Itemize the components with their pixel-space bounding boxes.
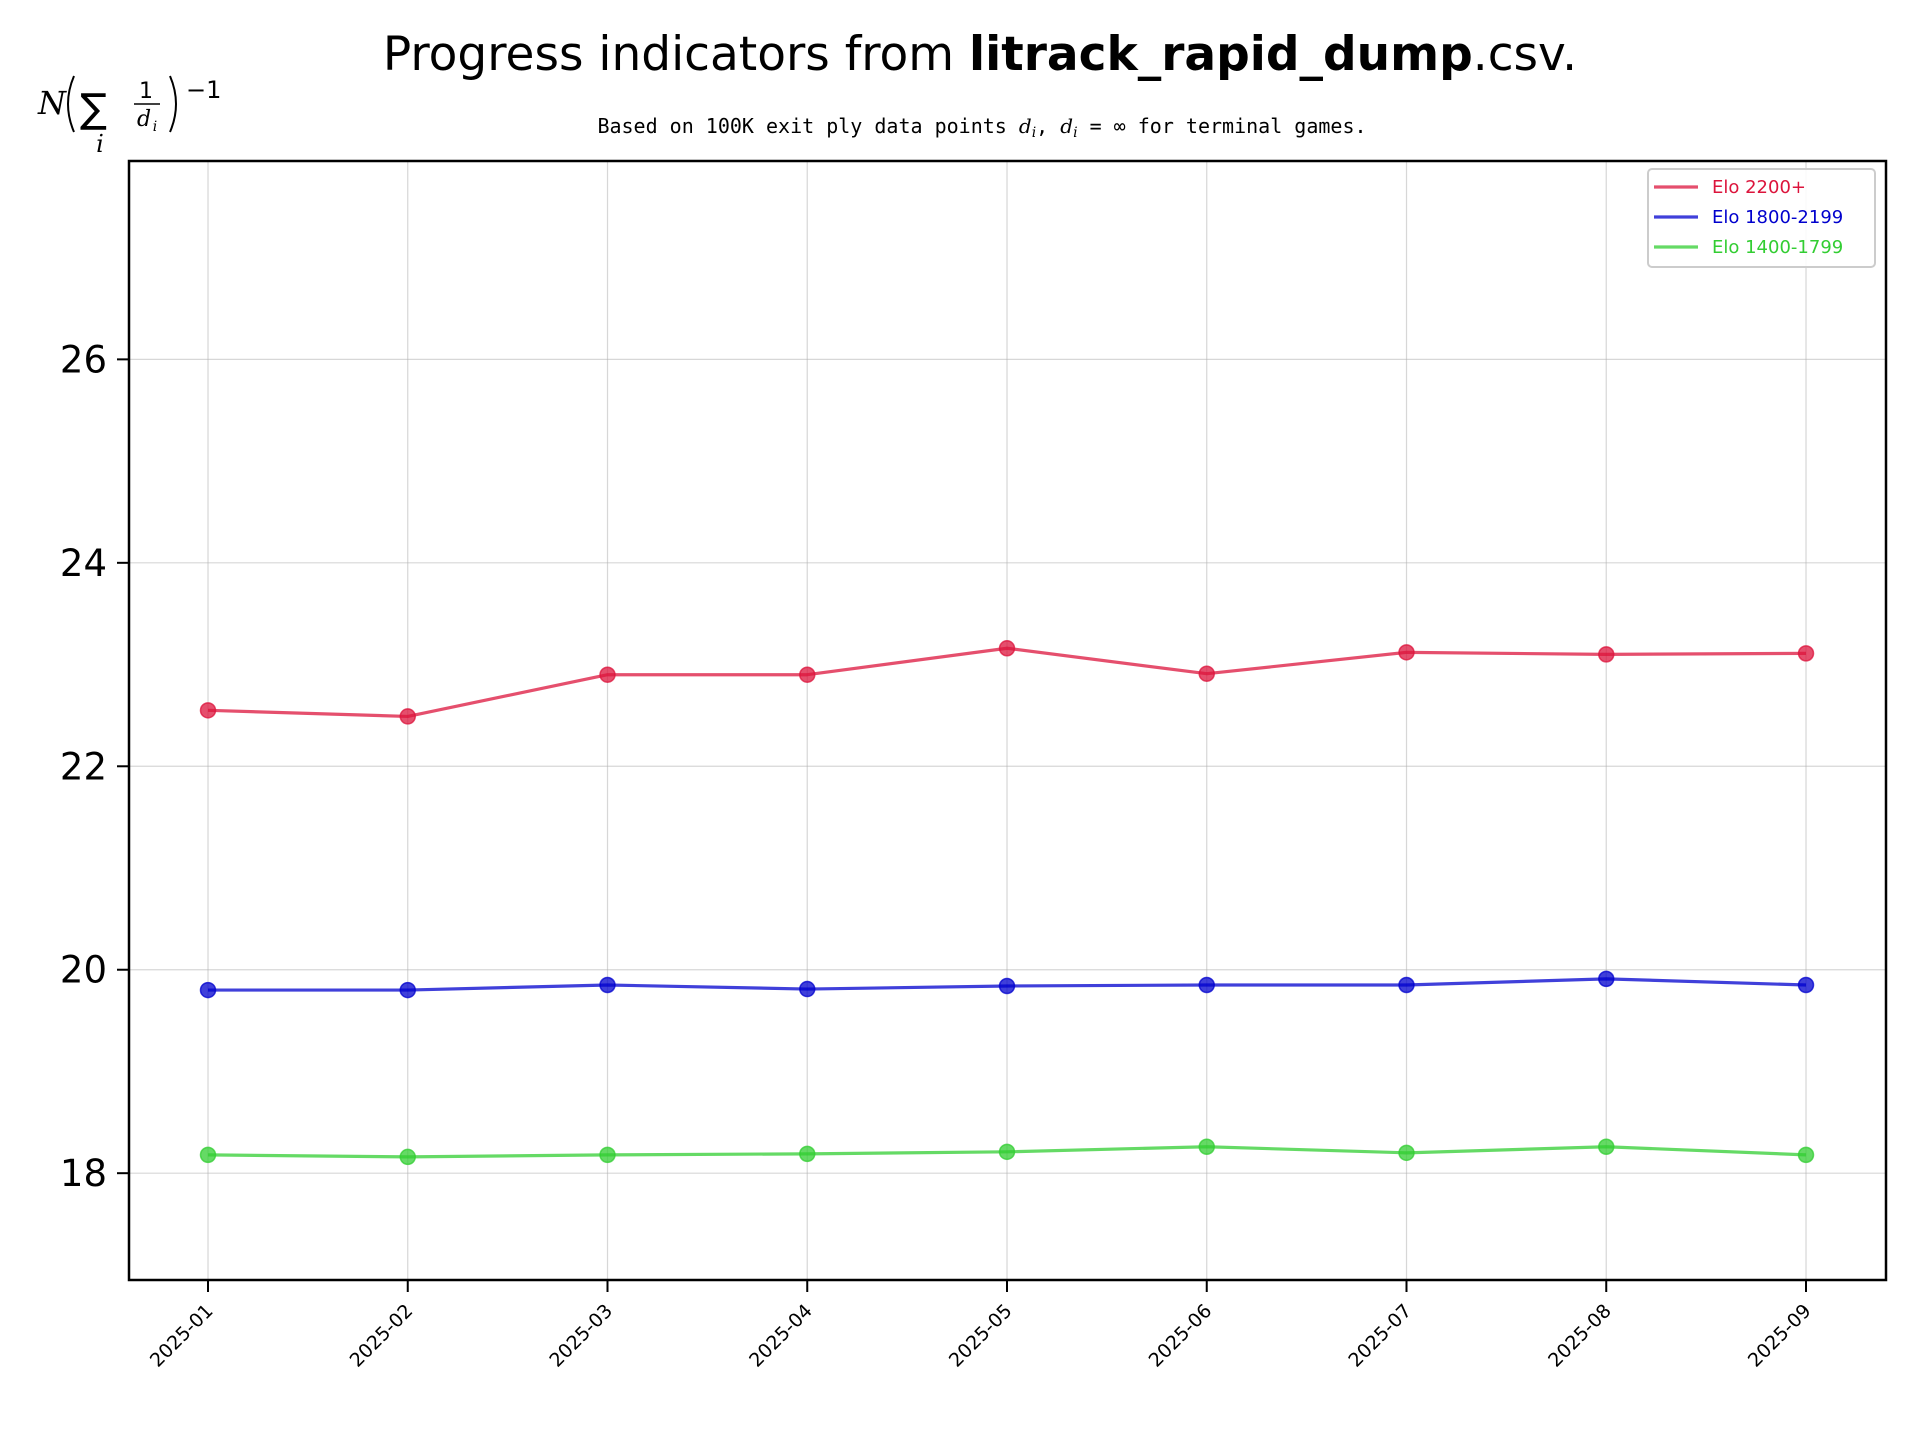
y-tick-label: 20	[60, 949, 107, 992]
data-point	[1797, 645, 1815, 662]
series-1	[199, 640, 1815, 725]
data-point	[799, 666, 816, 683]
x-tick-label: 2025-09	[1744, 1300, 1816, 1372]
chart-title-prefix: Progress indicators from	[383, 27, 969, 82]
data-point	[1598, 1138, 1615, 1155]
data-point	[1398, 976, 1415, 994]
y-tick-label: 24	[60, 542, 107, 585]
y-axis-label: N ∑ i 1 d i −1	[37, 75, 221, 158]
chart-subtitle: Based on 100K exit ply data points di, d…	[597, 114, 1366, 141]
svg-text:i: i	[153, 119, 157, 135]
data-point	[599, 1146, 616, 1164]
series-2	[199, 970, 1815, 999]
svg-text:i: i	[96, 130, 104, 158]
grid	[129, 161, 1886, 1280]
data-point	[399, 981, 416, 999]
data-point	[1398, 644, 1415, 661]
data-point	[199, 981, 217, 999]
data-point	[1797, 1146, 1815, 1164]
data-point	[1198, 1138, 1215, 1155]
data-point	[399, 708, 416, 725]
data-point	[1797, 976, 1815, 994]
series-layer	[199, 640, 1815, 1166]
data-point	[599, 976, 616, 994]
svg-text:∑: ∑	[80, 86, 107, 132]
data-point	[998, 640, 1016, 657]
data-point	[799, 980, 816, 998]
series-3	[199, 1138, 1815, 1166]
data-point	[998, 977, 1016, 995]
x-tick-label: 2025-07	[1344, 1300, 1416, 1372]
data-point	[1198, 976, 1215, 994]
data-point	[1598, 646, 1615, 663]
x-tick-label: 2025-04	[745, 1300, 817, 1372]
x-tick-label: 2025-08	[1544, 1300, 1616, 1372]
y-tick-label: 18	[60, 1152, 107, 1195]
data-point	[199, 702, 217, 719]
svg-text:−1: −1	[186, 76, 221, 104]
legend-label: Elo 1400-1799	[1712, 237, 1843, 258]
data-point	[1198, 665, 1215, 682]
legend: Elo 2200+ Elo 1800-2199 Elo 1400-1799	[1647, 168, 1876, 268]
data-point	[199, 1146, 217, 1164]
chart-title-bold: litrack_rapid_dump	[969, 27, 1473, 82]
x-tick-label: 2025-03	[545, 1300, 617, 1372]
x-tick-label: 2025-06	[1145, 1300, 1217, 1372]
y-tick-label: 22	[60, 745, 107, 788]
svg-text:1: 1	[139, 79, 153, 104]
x-tick-label: 2025-02	[346, 1300, 418, 1372]
data-point	[1398, 1144, 1415, 1162]
data-point	[998, 1143, 1016, 1161]
data-point	[799, 1145, 816, 1163]
legend-box	[1647, 168, 1876, 268]
data-point	[399, 1148, 416, 1166]
legend-label: Elo 2200+	[1712, 177, 1806, 198]
x-tick-label: 2025-05	[945, 1300, 1017, 1372]
data-point	[599, 666, 616, 683]
chart-title-suffix: .csv.	[1473, 27, 1577, 82]
svg-text:N: N	[37, 84, 67, 122]
legend-label: Elo 1800-2199	[1712, 207, 1843, 228]
svg-text:d: d	[137, 107, 151, 132]
y-tick-label: 26	[60, 338, 107, 381]
x-tick-label: 2025-01	[146, 1300, 218, 1372]
chart-title: Progress indicators from litrack_rapid_d…	[383, 27, 1577, 82]
data-point	[1598, 970, 1615, 988]
